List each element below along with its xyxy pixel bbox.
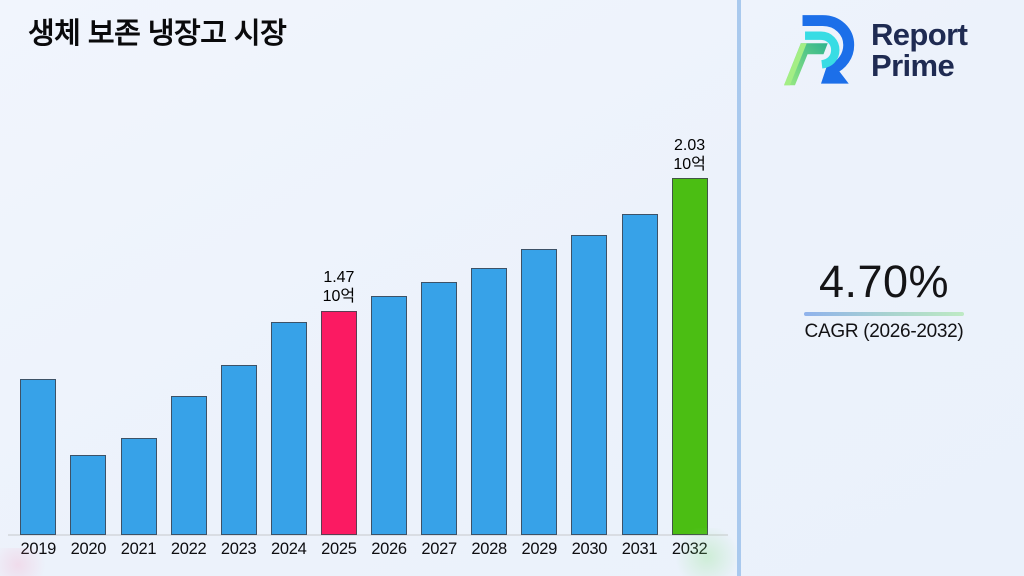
x-tick-2021: 2021 xyxy=(120,540,157,558)
cagr-label: CAGR (2026-2032) xyxy=(804,321,964,342)
data-label-line: 1.47 xyxy=(323,269,355,287)
x-tick-2022: 2022 xyxy=(170,540,207,558)
bar-2021 xyxy=(120,438,157,535)
data-label-2025: 1.47 10억 xyxy=(307,268,371,306)
x-tick-2023: 2023 xyxy=(220,540,257,558)
bar-2020 xyxy=(70,454,107,535)
brand-logo: Report Prime xyxy=(779,8,968,92)
x-axis-line xyxy=(8,534,728,536)
bar-2027 xyxy=(421,282,458,535)
x-tick-2029: 2029 xyxy=(521,540,558,558)
bar-2031 xyxy=(621,213,658,535)
x-tick-2025: 2025 xyxy=(321,540,357,558)
bar-2019 xyxy=(20,379,57,535)
x-tick-2019: 2019 xyxy=(20,540,57,558)
page-title: 생체 보존 냉장고 시장 xyxy=(28,18,287,50)
data-label-2032: 2.03 10억 xyxy=(658,136,722,174)
bar-2026 xyxy=(371,296,407,535)
x-tick-2027: 2027 xyxy=(421,540,457,558)
bar-chart: 2019 2020 2021 2022 2023 2024 2025 2026 2027 2028… xyxy=(8,136,728,558)
cagr-underline xyxy=(804,312,964,316)
data-label-line: 10억 xyxy=(673,156,706,174)
x-tick-2031: 2031 xyxy=(621,540,658,558)
bar-2024 xyxy=(270,322,307,535)
bar-2028 xyxy=(471,267,508,535)
brand-name-line1: Report xyxy=(871,17,968,52)
bar-2023 xyxy=(220,364,257,535)
x-tick-2026: 2026 xyxy=(371,540,407,558)
bar-2022 xyxy=(170,395,207,535)
cagr-panel: 4.70% CAGR (2026-2032) xyxy=(782,256,986,343)
report-prime-logo-icon xyxy=(779,8,863,92)
brand-name-line2: Prime xyxy=(871,48,955,83)
bar-2025 xyxy=(320,310,357,535)
x-tick-2028: 2028 xyxy=(471,540,507,558)
bar-2032 xyxy=(671,178,708,535)
vertical-divider xyxy=(737,0,741,576)
brand-name: Report Prime xyxy=(871,17,968,83)
x-tick-2032: 2032 xyxy=(671,540,708,558)
data-label-line: 10억 xyxy=(322,288,356,306)
x-tick-2030: 2030 xyxy=(571,540,608,558)
bar-2029 xyxy=(521,249,558,535)
bar-2030 xyxy=(571,234,608,535)
data-label-line: 2.03 xyxy=(674,137,706,155)
x-tick-2020: 2020 xyxy=(70,540,107,558)
cagr-value: 4.70% xyxy=(818,256,950,307)
x-tick-2024: 2024 xyxy=(271,540,307,558)
